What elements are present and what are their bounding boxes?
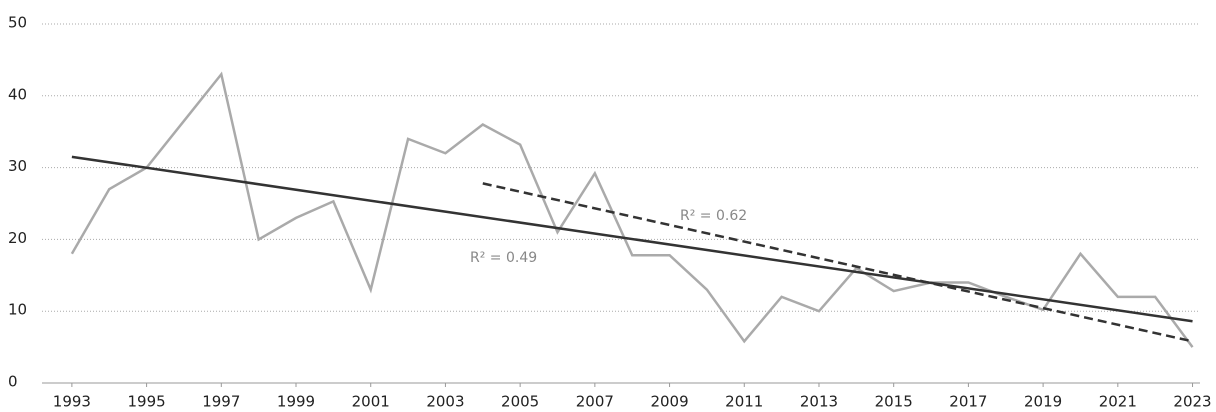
x-tick-label: 2019 [1024, 393, 1062, 411]
annotation: R² = 0.49 [470, 250, 537, 266]
x-tick-label: 1993 [53, 393, 91, 411]
x-tick-label: 2017 [949, 393, 987, 411]
x-tick-label: 2011 [725, 393, 763, 411]
x-tick-label: 2009 [650, 393, 688, 411]
x-tick-label: 2013 [800, 393, 838, 411]
y-tick-label: 20 [8, 229, 27, 247]
x-tick-label: 2007 [576, 393, 614, 411]
x-tick-label: 1997 [202, 393, 240, 411]
x-tick-label: 2021 [1099, 393, 1137, 411]
x-tick-label: 1995 [127, 393, 165, 411]
x-tick-label: 1999 [277, 393, 315, 411]
data-line [70, 71, 1194, 348]
trend-line [71, 155, 1193, 323]
y-tick-label: 50 [8, 14, 27, 32]
x-tick-label: 2003 [426, 393, 464, 411]
x-tick-label: 2005 [501, 393, 539, 411]
x-tick-label: 2023 [1173, 393, 1211, 411]
x-tick-label: 2001 [352, 393, 390, 411]
annotation: R² = 0.62 [680, 208, 747, 224]
y-tick-label: 30 [8, 157, 27, 175]
y-tick-label: 40 [8, 85, 27, 103]
trend-line-dashed [482, 182, 1193, 343]
y-tick-label: 10 [8, 301, 27, 319]
y-tick-label: 0 [8, 373, 18, 391]
x-tick-label: 2015 [875, 393, 913, 411]
